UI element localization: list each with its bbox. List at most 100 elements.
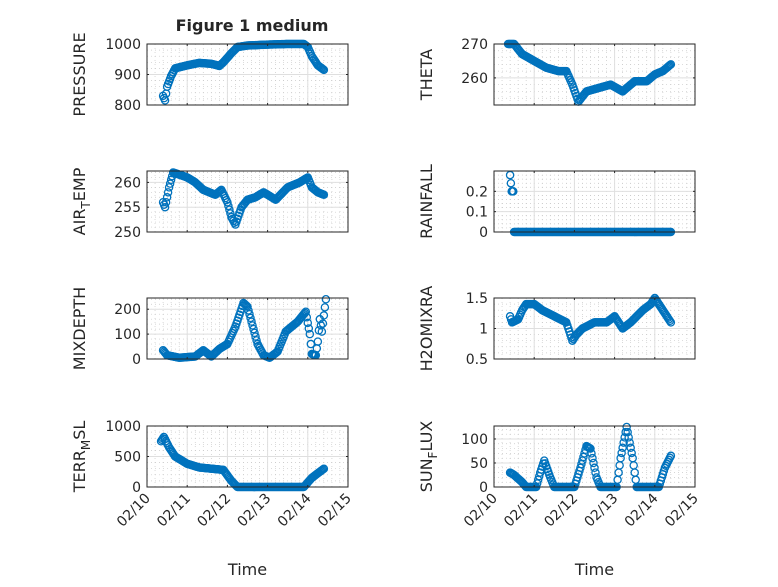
y-axis-label: SUNFLUX (417, 421, 440, 493)
y-tick-label: 100 (461, 432, 488, 448)
x-tick-label: 02/10 (114, 491, 154, 531)
data-point (223, 197, 232, 207)
data-point (163, 188, 173, 197)
data-point (617, 448, 626, 458)
x-tick-label: 02/12 (194, 491, 234, 531)
data-point (589, 458, 598, 468)
x-tick-label: 02/13 (582, 491, 622, 531)
data-point (618, 443, 627, 453)
data-point (161, 197, 171, 207)
data-point (664, 61, 674, 71)
data-point (313, 337, 323, 346)
data-point (317, 327, 327, 336)
data-point (623, 427, 632, 437)
data-point (242, 301, 251, 311)
y-tick-label: 1000 (105, 419, 141, 435)
subplot-h2omixra: 0.5 1 1.5 H2OMIXRA (417, 286, 696, 372)
y-tick-label: 0.2 (466, 184, 488, 200)
y-axis-label: TERRMSL (70, 421, 93, 494)
data-point (590, 463, 599, 473)
y-tick-label: 0.1 (466, 205, 488, 221)
x-tick-label: 02/11 (501, 491, 541, 531)
data-point (666, 451, 676, 461)
data-point (302, 313, 312, 322)
data-point (250, 328, 259, 338)
subplot-terr-msl: 0 500 1000 02/10 02/11 02/12 02/13 02/14 02/15 Ti… (70, 419, 355, 579)
data-point (300, 308, 310, 318)
data-point (627, 448, 636, 458)
data-point (317, 465, 327, 475)
data-point (319, 464, 329, 473)
subplot-air-temp: 250 255 260 AIRTEMP (70, 167, 349, 241)
data-point (626, 443, 635, 453)
y-tick-label: 255 (114, 200, 141, 216)
data-point (162, 193, 172, 202)
data-point (616, 453, 625, 463)
y-tick-label: 100 (114, 327, 141, 343)
y-tick-label: 0.5 (466, 352, 488, 368)
x-tick-label: 02/12 (541, 491, 581, 531)
y-axis-label: THETA (417, 49, 436, 101)
y-axis-label: H2OMIXRA (417, 286, 436, 372)
y-tick-label: 800 (114, 98, 141, 114)
y-tick-label: 900 (114, 68, 141, 84)
y-tick-label: 0 (479, 225, 488, 241)
subplot-rainfall: 0 0.1 0.2 RAINFALL (417, 164, 696, 241)
y-tick-label: 500 (114, 450, 141, 466)
x-tick-label: 02/15 (315, 491, 355, 531)
x-tick-label: 02/14 (622, 490, 662, 530)
y-axis-label: PRESSURE (70, 32, 89, 116)
data-point (317, 64, 327, 73)
data-point (319, 190, 329, 200)
axes-box (493, 425, 696, 488)
x-tick-label: 02/14 (275, 490, 315, 530)
y-axis-label: MIXDEPTH (70, 287, 89, 370)
x-tick-label: 02/10 (461, 491, 501, 531)
axes-box (146, 170, 349, 233)
y-tick-label: 1 (479, 322, 488, 338)
data-point (318, 465, 328, 474)
data-point (244, 306, 253, 315)
y-tick-label: 0 (132, 480, 141, 496)
subplot-pressure: 800 900 1000 PRESSURE (70, 32, 349, 117)
data-point (320, 303, 330, 312)
x-tick-label: 02/13 (235, 491, 275, 531)
y-tick-label: 200 (114, 302, 141, 318)
data-point (225, 205, 234, 214)
figure-title: Figure 1 medium (176, 16, 329, 35)
plot-area (494, 171, 695, 232)
data-point (321, 294, 331, 304)
data-point (248, 321, 257, 330)
data-point (305, 329, 315, 339)
y-tick-label: 1000 (105, 37, 141, 53)
axes-box (146, 297, 349, 360)
data-point (318, 319, 328, 328)
data-point (165, 179, 175, 188)
y-tick-label: 1.5 (466, 291, 488, 307)
data-point (506, 178, 516, 188)
y-axis-label: AIRTEMP (70, 167, 93, 235)
y-tick-label: 0 (479, 480, 488, 496)
data-point (318, 64, 328, 74)
subplot-sun-flux: 0 50 100 02/10 02/11 02/12 02/13 02/14 02/15 Time… (417, 421, 702, 579)
y-tick-label: 270 (461, 37, 488, 53)
y-tick-label: 260 (461, 71, 488, 87)
data-point (622, 422, 631, 432)
subplot-mixdepth: 0 100 200 MIXDEPTH (70, 287, 349, 370)
data-point (251, 332, 260, 341)
data-point (624, 433, 633, 442)
data-point (303, 318, 313, 328)
data-point (301, 307, 311, 316)
data-point (226, 209, 235, 218)
data-point (246, 313, 255, 323)
data-point (316, 321, 326, 330)
axes-box (493, 43, 696, 106)
data-point (249, 324, 258, 334)
data-point (588, 453, 597, 463)
data-point (252, 336, 261, 345)
x-tick-label: 02/11 (154, 491, 194, 531)
x-axis-label: Time (227, 560, 267, 579)
data-point (625, 438, 634, 447)
data-point (587, 449, 596, 458)
